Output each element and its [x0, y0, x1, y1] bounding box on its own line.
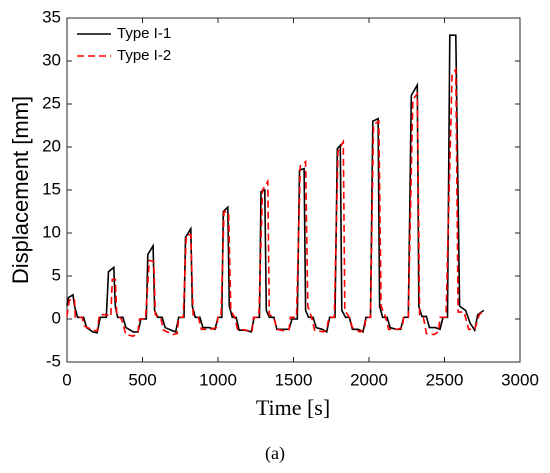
- y-tick-label: 15: [42, 179, 61, 198]
- caption: (a): [265, 443, 285, 464]
- y-tick-label: 20: [42, 136, 61, 155]
- y-axis-label: Displacement [mm]: [8, 96, 33, 284]
- y-tick-label: 5: [52, 265, 61, 284]
- x-tick-label: 3000: [501, 370, 539, 389]
- x-tick-label: 2500: [426, 370, 464, 389]
- x-tick-label: 0: [62, 370, 71, 389]
- legend-label: Type I-2: [117, 47, 171, 64]
- x-tick-label: 500: [128, 370, 156, 389]
- y-tick-label: -5: [46, 351, 61, 370]
- x-tick-label: 2000: [350, 370, 388, 389]
- y-tick-label: 35: [42, 7, 61, 26]
- x-tick-label: 1500: [275, 370, 313, 389]
- x-tick-label: 1000: [199, 370, 237, 389]
- x-axis-label: Time [s]: [256, 395, 330, 420]
- legend-label: Type I-1: [117, 25, 171, 42]
- y-tick-label: 25: [42, 93, 61, 112]
- line-series: [66, 34, 485, 334]
- y-tick-label: 0: [52, 308, 61, 327]
- y-tick-label: 30: [42, 50, 61, 69]
- y-tick-label: 10: [42, 222, 61, 241]
- plot-frame: [66, 17, 521, 363]
- line-series: [66, 67, 483, 338]
